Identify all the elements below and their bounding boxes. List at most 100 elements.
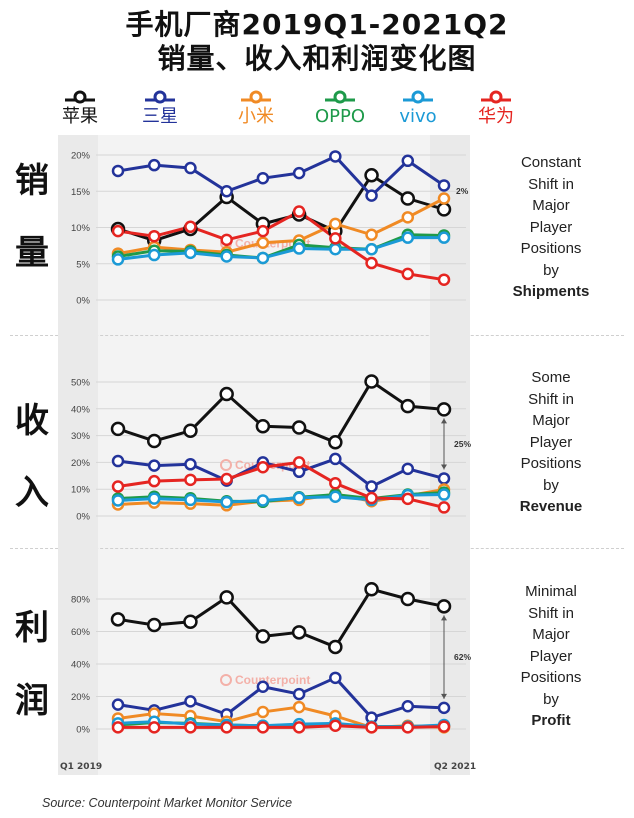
data-point <box>365 721 378 734</box>
chart-panel-2: 0% 20% 40% 60% 80% Counterpoint 62% <box>71 582 471 736</box>
row-label-profit-bottom: 润 <box>15 681 49 721</box>
side-note-revenue: Some Shift in Major Player Positions by Reve… <box>519 369 583 515</box>
data-point <box>328 639 343 655</box>
y-tick-label: 20% <box>71 151 91 162</box>
data-point <box>365 189 378 202</box>
data-point <box>256 251 270 265</box>
data-point <box>146 433 162 449</box>
data-point <box>256 171 270 185</box>
gap-annotation: 25% <box>454 439 471 449</box>
data-point <box>401 721 415 734</box>
highlight-band-end <box>430 135 470 775</box>
gap-arrow-head <box>441 693 447 699</box>
row-divider <box>10 335 624 336</box>
y-tick-label: 80% <box>71 595 91 606</box>
data-point <box>329 719 342 732</box>
data-point <box>220 185 233 198</box>
data-point <box>401 154 415 168</box>
row-label-revenue-top: 收 <box>15 401 49 441</box>
data-point <box>401 492 415 506</box>
y-tick-label: 60% <box>71 627 91 638</box>
data-point <box>437 179 451 192</box>
data-point <box>400 191 416 206</box>
data-point <box>328 435 343 450</box>
legend-label: 小米 <box>238 106 274 127</box>
data-point <box>365 243 378 256</box>
data-point <box>437 472 451 485</box>
data-point <box>256 680 270 693</box>
data-point <box>183 614 198 629</box>
row-divider <box>10 548 624 549</box>
legend-label: 三星 <box>142 106 178 127</box>
series-line-0 <box>117 173 445 243</box>
data-point <box>329 243 342 256</box>
legend-item: 华为 <box>466 90 526 128</box>
series-line-5 <box>118 724 445 729</box>
data-point <box>401 267 415 281</box>
data-point <box>292 491 306 505</box>
gap-arrow-head <box>441 615 447 621</box>
data-point <box>184 220 197 234</box>
y-tick-label: 40% <box>71 404 91 415</box>
data-point <box>329 671 342 685</box>
data-point <box>219 386 234 402</box>
data-point <box>220 495 233 509</box>
data-point <box>436 202 452 217</box>
data-point <box>401 462 415 476</box>
row-label-profit-top: 利 <box>15 608 49 648</box>
data-point <box>147 248 161 262</box>
legend-item: vivo <box>388 90 448 128</box>
data-point <box>184 473 197 487</box>
y-tick-label: 0% <box>76 725 90 736</box>
y-tick-label: 20% <box>71 692 91 703</box>
data-point <box>255 629 271 644</box>
data-point <box>184 493 197 507</box>
gap-annotation: 2% <box>456 186 469 196</box>
data-point <box>256 236 270 249</box>
watermark-logo-icon <box>220 459 232 471</box>
data-point <box>292 687 306 701</box>
gap-annotation: 62% <box>454 652 471 662</box>
data-point <box>400 398 416 414</box>
data-point <box>292 456 306 469</box>
data-point <box>437 231 451 244</box>
data-point <box>329 150 342 163</box>
data-point <box>437 501 451 514</box>
gap-arrow-head <box>441 418 447 424</box>
data-point <box>147 158 161 172</box>
series-line-1 <box>117 154 445 198</box>
source-note: Source: Counterpoint Market Monitor Serv… <box>42 796 293 810</box>
data-point <box>111 224 125 238</box>
data-point <box>220 721 233 734</box>
data-point <box>437 488 451 501</box>
legend-marker-icon <box>241 90 271 104</box>
series-line-1 <box>117 676 445 720</box>
data-point <box>110 612 126 627</box>
data-point <box>437 720 451 733</box>
y-tick-label: 30% <box>71 431 91 442</box>
x-axis-end-label: Q2 2021 <box>434 762 477 772</box>
y-tick-label: 20% <box>71 458 91 469</box>
data-point <box>292 721 306 734</box>
data-point <box>436 402 452 417</box>
data-point <box>255 418 271 434</box>
side-note-profit: Minimal Shift in Major Player Positions by P… <box>520 583 582 729</box>
data-point <box>256 721 270 734</box>
data-point <box>256 705 270 719</box>
data-point <box>437 273 451 286</box>
y-tick-label: 10% <box>71 223 91 234</box>
data-point <box>147 492 161 505</box>
data-point <box>184 721 197 734</box>
legend-marker-icon <box>403 90 433 104</box>
data-point <box>436 599 452 614</box>
data-point <box>147 229 161 243</box>
data-point <box>147 459 161 472</box>
legend-marker-icon <box>145 90 175 104</box>
data-point <box>256 224 270 238</box>
data-point <box>220 250 233 263</box>
row-label-revenue-bottom: 入 <box>15 473 49 513</box>
legend: 苹果 三星 小米 OPPO vivo 华为 <box>50 90 550 132</box>
